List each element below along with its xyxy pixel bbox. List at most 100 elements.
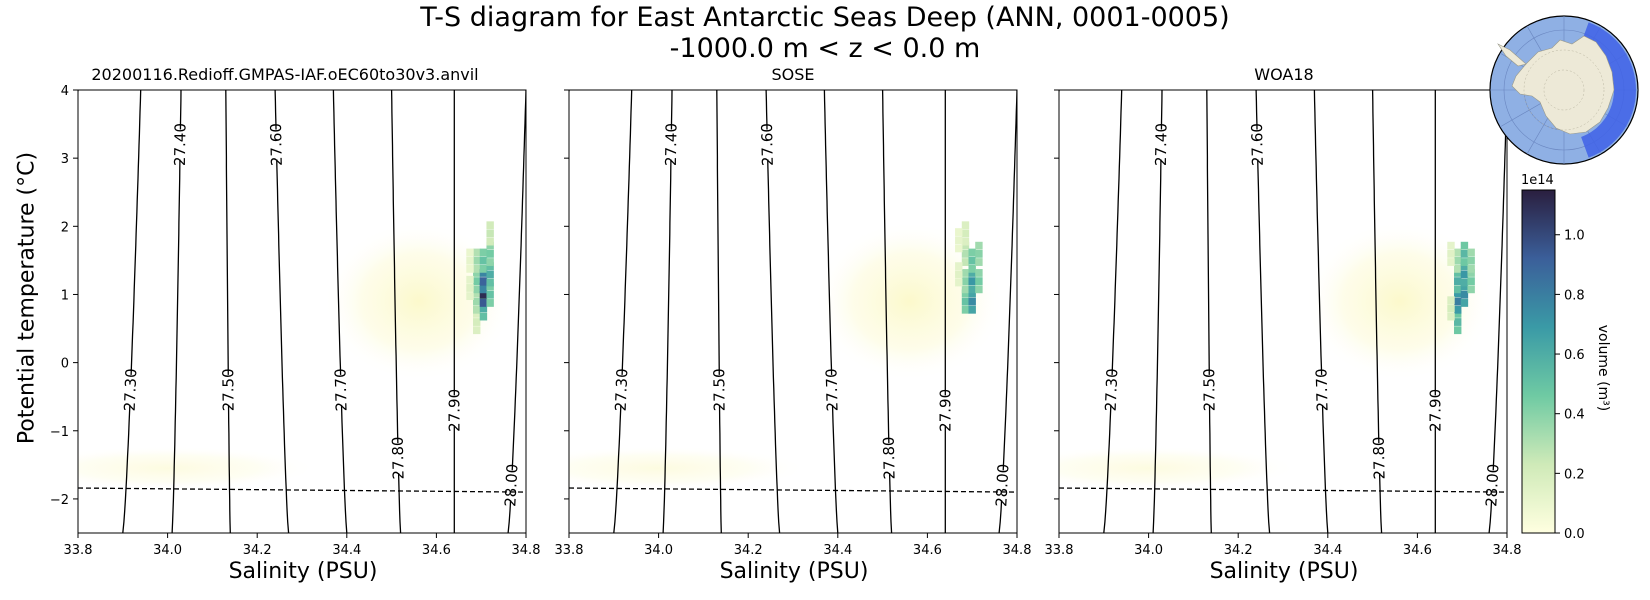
density-contour bbox=[823, 90, 839, 533]
heatmap-cell bbox=[466, 264, 474, 273]
heatmap-cell bbox=[479, 269, 488, 277]
heatmap-cell bbox=[486, 290, 494, 299]
heatmap-cell bbox=[1460, 270, 1469, 279]
contour-label-bg bbox=[822, 374, 842, 406]
contour-label: 27.30 bbox=[121, 368, 141, 412]
heatmap-cell bbox=[1454, 318, 1462, 326]
heatmap-cell bbox=[961, 269, 970, 277]
contour-label-bg bbox=[758, 129, 777, 160]
x-tick-label: 34.2 bbox=[734, 543, 763, 558]
heatmap-cell bbox=[968, 289, 976, 298]
contour-label-bg bbox=[1248, 129, 1267, 160]
contour-label: 28.00 bbox=[501, 463, 521, 507]
heatmap-cell bbox=[486, 299, 494, 307]
panel-3-frame bbox=[1058, 89, 1508, 534]
volume-haze bbox=[569, 446, 809, 491]
contour-label: 27.70 bbox=[331, 368, 350, 411]
heatmap-cell bbox=[968, 264, 976, 273]
heatmap-cell bbox=[486, 278, 494, 287]
colorbar-tick-label: 0.4 bbox=[1564, 408, 1585, 423]
heatmap-cell bbox=[955, 262, 963, 271]
heatmap-cell bbox=[961, 249, 970, 258]
heatmap-cell bbox=[479, 256, 488, 265]
contour-label: 28.00 bbox=[992, 463, 1012, 507]
heatmap-cell bbox=[479, 304, 488, 313]
inset-map-region bbox=[1581, 22, 1637, 158]
heatmap-cell bbox=[975, 249, 983, 258]
density-contour bbox=[1255, 90, 1271, 533]
heatmap-cell bbox=[1454, 305, 1462, 314]
panel-3-plot-area: 27.30 27.40 27.50 27.60 27.70 27.80 27.90 28.00 bbox=[1059, 90, 1507, 533]
heatmap-cell bbox=[968, 305, 976, 314]
volume-haze bbox=[1059, 446, 1299, 491]
x-tick-label: 34.6 bbox=[1403, 543, 1432, 558]
density-contour bbox=[1488, 90, 1507, 533]
x-tick-label: 34.0 bbox=[644, 543, 673, 558]
figure-subtitle: -1000.0 m < z < 0.0 m bbox=[669, 33, 981, 64]
heatmap-cell bbox=[955, 278, 963, 287]
heatmap-cell bbox=[486, 282, 494, 291]
x-tick-label: 34.4 bbox=[1313, 543, 1342, 558]
heatmap-cell bbox=[486, 262, 494, 271]
heatmap-cell bbox=[1447, 312, 1455, 321]
heatmap-cell bbox=[486, 249, 494, 258]
inset-map bbox=[1489, 15, 1639, 165]
contour-label: 27.80 bbox=[880, 436, 899, 479]
colorbar-tick-label: 0.2 bbox=[1564, 467, 1585, 482]
x-tick-label: 34.8 bbox=[512, 543, 541, 558]
y-tick-label: −1 bbox=[50, 425, 69, 440]
heatmap-cell bbox=[473, 264, 481, 273]
heatmap-cell bbox=[473, 326, 481, 335]
contour-label-bg bbox=[1369, 442, 1389, 474]
heatmap-cell bbox=[1454, 256, 1462, 265]
y-tick-label: −2 bbox=[50, 493, 69, 508]
heatmap-cell bbox=[1454, 297, 1462, 306]
contour-label-bg bbox=[170, 129, 190, 160]
heatmap-cell bbox=[466, 248, 474, 257]
heatmap-cell bbox=[479, 312, 488, 321]
heatmap-cell bbox=[961, 229, 970, 238]
heatmap-cell bbox=[1467, 269, 1475, 277]
contour-label-bg bbox=[1312, 374, 1332, 406]
heatmap-cell bbox=[466, 256, 474, 265]
contour-label: 27.50 bbox=[219, 368, 237, 411]
colorbar-tick-label: 1.0 bbox=[1564, 229, 1585, 244]
contour-label: 27.40 bbox=[171, 123, 190, 166]
density-contour bbox=[998, 90, 1017, 533]
panel-2-frame bbox=[568, 89, 1018, 534]
x-tick-label: 34.8 bbox=[1003, 543, 1032, 558]
heatmap-cell bbox=[1467, 264, 1475, 273]
heatmap-cell bbox=[961, 237, 970, 246]
heatmap-cell bbox=[1467, 256, 1475, 265]
heatmap-cell bbox=[955, 236, 963, 245]
heatmap-cell bbox=[1454, 309, 1462, 318]
contour-label-bg bbox=[1151, 129, 1171, 160]
heatmap-cell bbox=[975, 277, 983, 286]
heatmap-cell bbox=[975, 285, 983, 294]
contour-label: 27.80 bbox=[389, 436, 408, 479]
heatmap-cell bbox=[975, 241, 983, 250]
contour-label-bg bbox=[1101, 374, 1122, 406]
contour-label: 27.50 bbox=[1200, 368, 1218, 411]
contour-label-bg bbox=[1482, 469, 1503, 501]
heatmap-cell bbox=[1460, 290, 1469, 299]
density-contour bbox=[274, 90, 290, 533]
heatmap-cell bbox=[961, 241, 970, 250]
heatmap-cell bbox=[473, 269, 481, 277]
volume-haze bbox=[814, 221, 1005, 382]
contour-label-bg bbox=[936, 395, 955, 426]
heatmap-cell bbox=[466, 284, 474, 292]
colorbar-tick-label: 0.0 bbox=[1564, 527, 1585, 542]
x-tick-label: 34.4 bbox=[332, 543, 361, 558]
contour-label: 27.60 bbox=[267, 123, 286, 166]
panel-2-title: SOSE bbox=[771, 65, 815, 84]
panel-3-x-axis-label: Salinity (PSU) bbox=[1209, 559, 1359, 584]
x-tick-label: 34.8 bbox=[1493, 543, 1522, 558]
panel-2-plot-area: 27.30 27.40 27.50 27.60 27.70 27.80 27.90 28.00 bbox=[569, 90, 1017, 533]
contour-label-bg bbox=[445, 395, 464, 426]
density-contour bbox=[225, 90, 231, 533]
colorbar-tick-label: 0.8 bbox=[1564, 288, 1585, 303]
contour-label-bg bbox=[710, 374, 729, 405]
contour-label-bg bbox=[501, 469, 522, 501]
contour-label: 28.00 bbox=[1482, 463, 1502, 507]
